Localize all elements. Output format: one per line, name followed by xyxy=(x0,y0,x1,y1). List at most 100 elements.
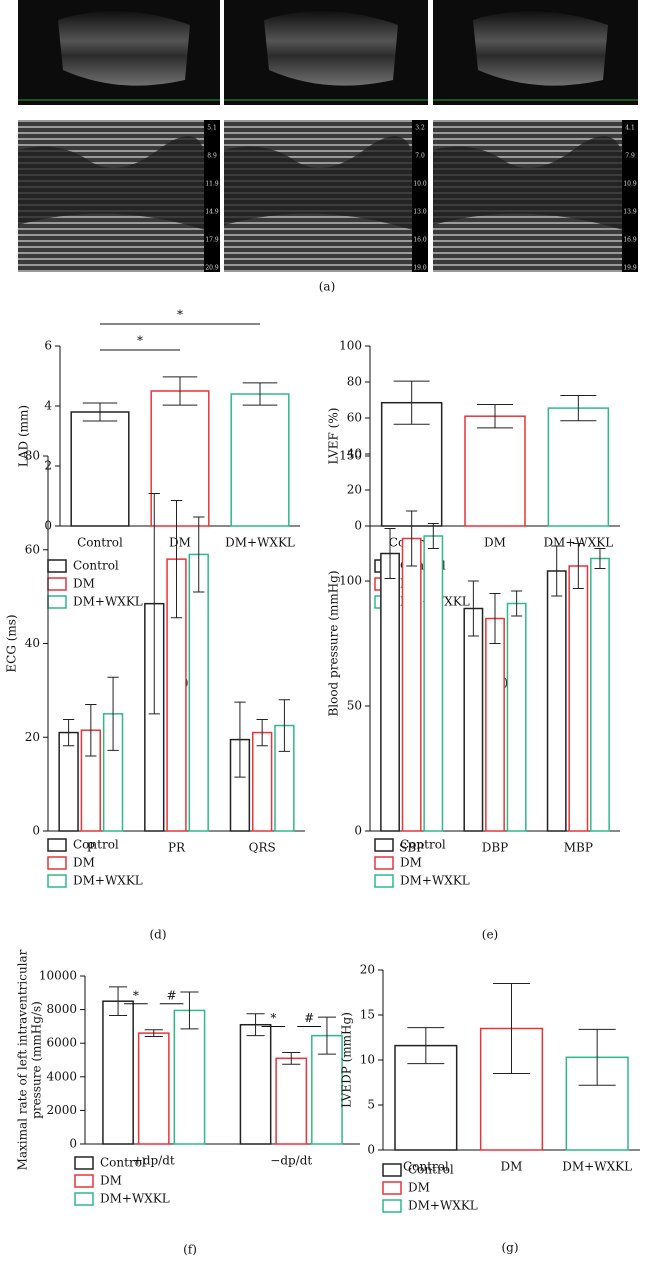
scale-label: 20.9 xyxy=(205,265,219,272)
y-axis-label: Maximal rate of left intraventricular xyxy=(16,949,30,1170)
legend-label: DM+WXKL xyxy=(400,874,470,888)
significance-mark: * xyxy=(177,308,183,322)
significance-mark: * xyxy=(137,334,143,348)
y-tick-label: 150 xyxy=(339,449,362,463)
error-bar xyxy=(180,991,199,1030)
x-tick-label: DM xyxy=(501,1160,523,1174)
legend-swatch xyxy=(374,838,394,852)
legend-label: DM xyxy=(73,856,95,870)
legend-swatch xyxy=(74,1192,94,1206)
error-bar xyxy=(108,986,128,1016)
bar xyxy=(173,1009,206,1145)
significance-mark: # xyxy=(167,988,177,1002)
bar xyxy=(275,1057,308,1145)
x-tick-label: Control xyxy=(77,536,123,550)
x-tick-label: DM+WXKL xyxy=(562,1160,632,1174)
error-bar xyxy=(560,395,597,422)
y-tick-label: 20 xyxy=(347,483,362,497)
panel-label: (a) xyxy=(319,280,336,294)
x-tick-label: PR xyxy=(168,841,186,855)
x-tick-label: DM+WXKL xyxy=(225,536,295,550)
y-tick-label: 4 xyxy=(44,399,52,413)
legend-label: DM xyxy=(400,856,422,870)
error-bar xyxy=(406,510,418,567)
panel-label: (f) xyxy=(183,1243,197,1257)
bar xyxy=(463,607,484,832)
legend-label: Control xyxy=(100,1156,146,1170)
bar xyxy=(230,393,290,527)
y-tick-label: 10000 xyxy=(39,969,77,983)
error-bar xyxy=(384,528,396,579)
error-bar xyxy=(594,548,606,569)
y-tick-label: 50 xyxy=(347,699,362,713)
y-axis-label: LVEDP (mmHg) xyxy=(340,1012,354,1108)
legend-swatch xyxy=(374,856,394,870)
scale-label: 7.9 xyxy=(625,153,635,160)
y-axis-label: LAD (mm) xyxy=(17,405,31,467)
error-bar xyxy=(317,1016,337,1055)
error-bar xyxy=(282,1051,301,1065)
error-bar xyxy=(578,1028,616,1086)
error-bar xyxy=(107,676,119,751)
legend-swatch xyxy=(47,595,67,609)
y-tick-label: 60 xyxy=(25,542,40,556)
legend-label: Control xyxy=(400,838,446,852)
bar xyxy=(423,535,444,832)
scale-label: 11.9 xyxy=(205,181,219,188)
y-tick-label: 4000 xyxy=(46,1069,77,1083)
bar xyxy=(102,1000,134,1145)
error-bar xyxy=(427,523,439,549)
error-bar xyxy=(467,580,479,637)
scale-label: 7.0 xyxy=(415,153,425,160)
error-bar xyxy=(407,1027,445,1065)
error-bar xyxy=(246,1013,265,1037)
x-tick-label: DM xyxy=(484,536,506,550)
legend-swatch xyxy=(47,559,67,573)
y-tick-label: 80 xyxy=(25,449,40,463)
panel-label: (g) xyxy=(501,1241,518,1255)
x-tick-label: P xyxy=(87,841,95,855)
legend-label: DM xyxy=(73,577,95,591)
legend-swatch xyxy=(382,1163,402,1177)
bar xyxy=(506,602,527,832)
bar xyxy=(546,570,567,832)
legend-swatch xyxy=(47,874,67,888)
x-tick-label: +dp/dt xyxy=(133,1154,175,1168)
error-bar xyxy=(551,545,563,597)
scale-label: 8.9 xyxy=(207,153,217,160)
legend-label: DM xyxy=(100,1174,122,1188)
bar xyxy=(137,1032,170,1145)
error-bar xyxy=(511,590,523,617)
y-tick-label: 15 xyxy=(360,1008,375,1022)
scale-label: 13.9 xyxy=(623,209,637,216)
bar xyxy=(401,537,422,832)
legend-label: Control xyxy=(73,838,119,852)
scale-label: 17.9 xyxy=(205,237,219,244)
y-tick-label: 40 xyxy=(347,447,362,461)
y-tick-label: 20 xyxy=(360,963,375,977)
bar xyxy=(188,553,209,832)
scale-label: 19.9 xyxy=(623,265,637,272)
echo-sector xyxy=(473,11,608,86)
scale-label: 16.9 xyxy=(623,237,637,244)
y-tick-label: 0 xyxy=(367,1143,375,1157)
bar xyxy=(251,731,273,832)
legend-swatch xyxy=(74,1174,94,1188)
x-tick-label: QRS xyxy=(249,841,276,855)
scale-label: 19.0 xyxy=(413,265,427,272)
error-bar xyxy=(489,593,501,644)
scale-label: 4.1 xyxy=(625,125,635,132)
legend-label: DM+WXKL xyxy=(73,874,143,888)
bar xyxy=(590,557,610,832)
y-tick-label: 6000 xyxy=(46,1036,77,1050)
error-bar xyxy=(477,404,513,429)
bar xyxy=(239,1023,272,1145)
legend-swatch xyxy=(47,838,67,852)
error-bar xyxy=(234,701,246,778)
scale-bar xyxy=(204,120,220,272)
bar xyxy=(485,617,505,832)
x-tick-label: −dp/dt xyxy=(270,1154,312,1168)
y-tick-label: 10 xyxy=(360,1053,375,1067)
error-bar xyxy=(572,543,584,589)
